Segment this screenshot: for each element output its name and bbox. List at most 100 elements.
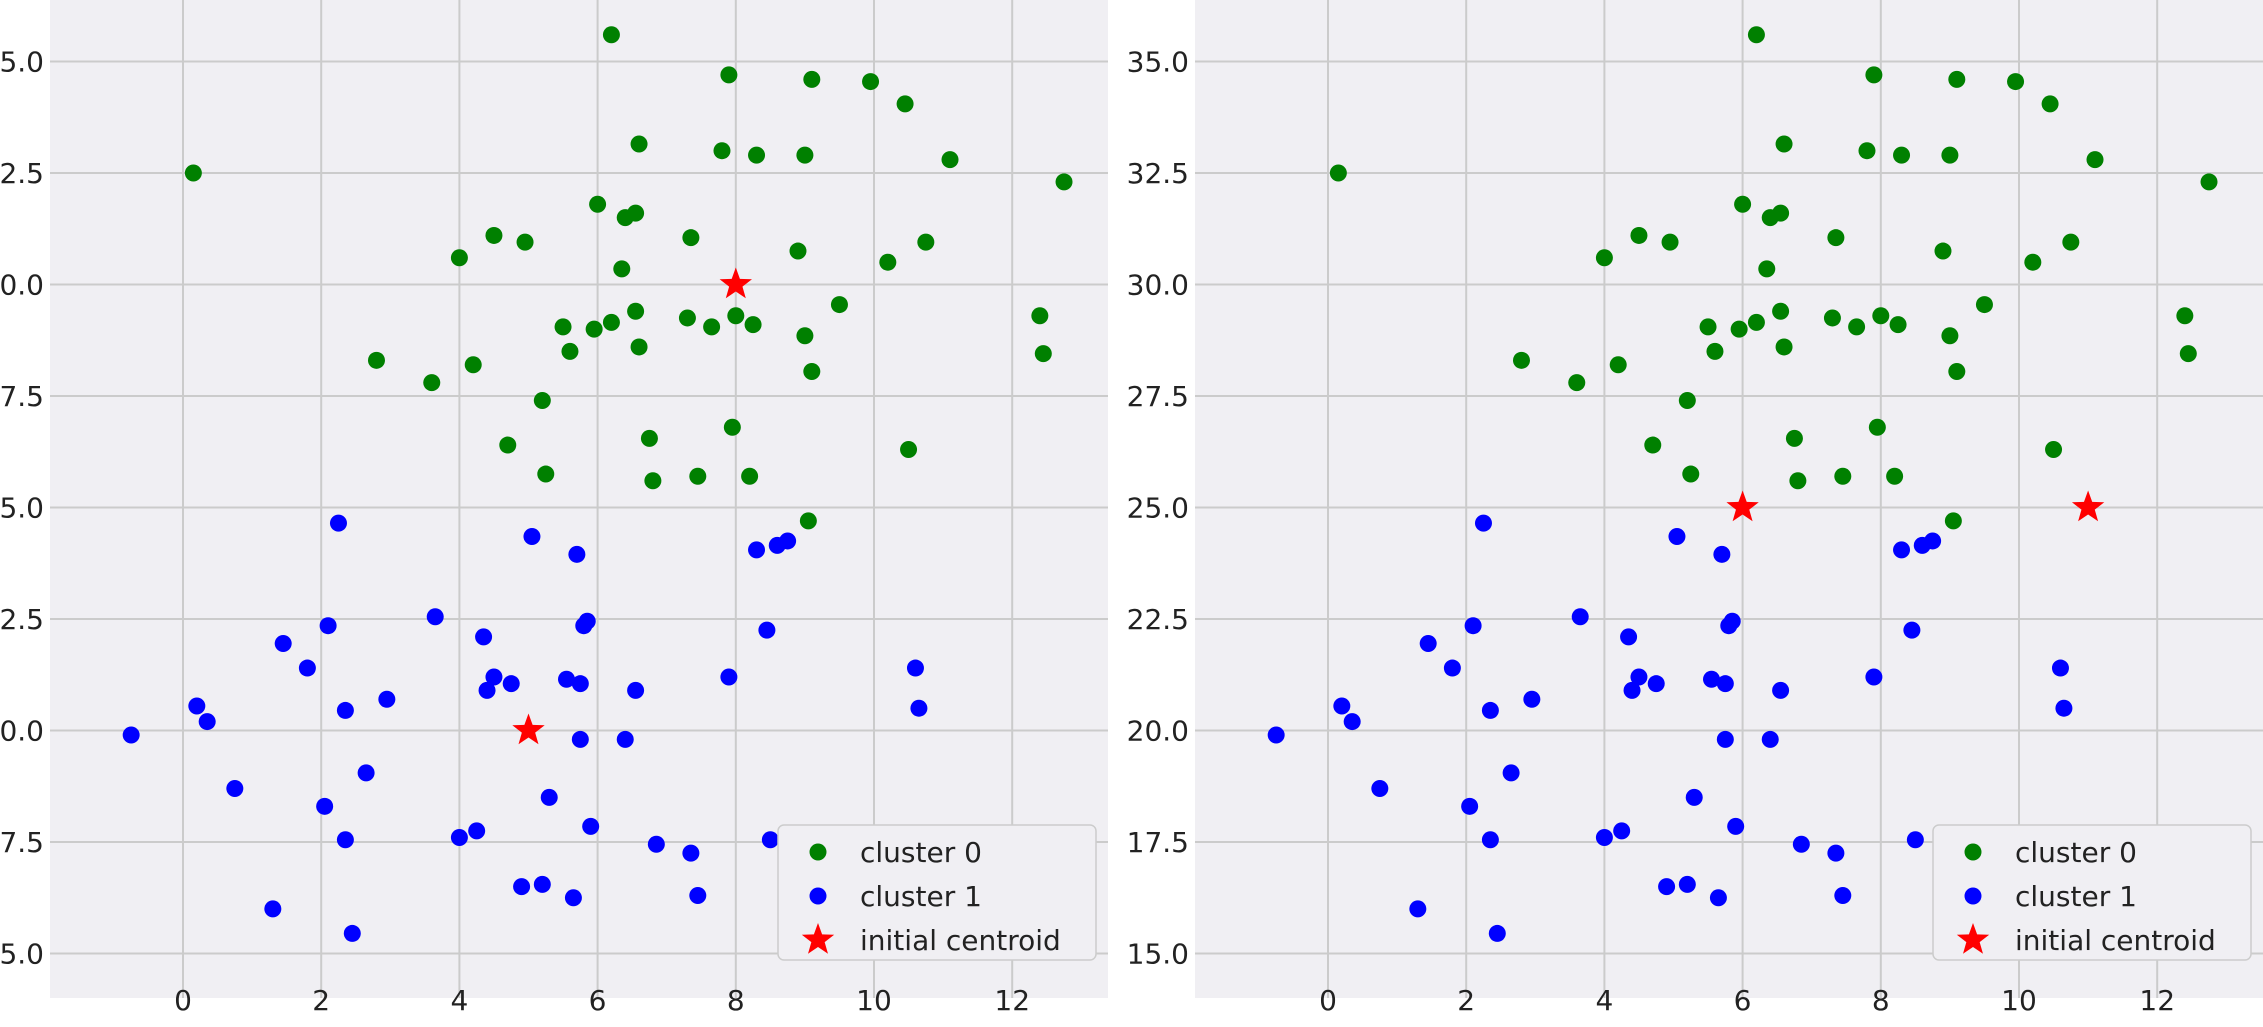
cluster-0-point	[900, 441, 918, 459]
cluster-0-point	[1775, 338, 1793, 356]
cluster-1-point	[1834, 887, 1852, 905]
cluster-0-point	[723, 418, 741, 436]
cluster-0-point	[720, 66, 738, 84]
cluster-1-point	[1703, 670, 1721, 688]
cluster-1-point	[582, 817, 600, 835]
cluster-0-point	[917, 233, 935, 251]
cluster-1-point	[502, 675, 520, 693]
y-tick-label: 27.5	[0, 380, 44, 413]
cluster-1-point	[450, 829, 468, 847]
x-tick-label: 4	[1595, 984, 1613, 1017]
cluster-1-point	[571, 675, 589, 693]
cluster-1-point	[558, 670, 576, 688]
cluster-1-point	[1343, 713, 1361, 731]
cluster-0-point	[803, 362, 821, 380]
cluster-0-point	[367, 351, 385, 369]
legend-label: initial centroid	[860, 924, 1061, 957]
cluster-1-point	[571, 730, 589, 748]
x-tick-label: 10	[856, 984, 892, 1017]
centroid-star-marker	[512, 713, 545, 745]
y-tick-label: 25.0	[0, 492, 44, 525]
cluster-1-point	[1464, 617, 1482, 635]
cluster-1-point	[1595, 829, 1613, 847]
cluster-0-point	[1734, 195, 1752, 213]
cluster-1-point	[426, 608, 444, 626]
x-tick-label: 10	[2001, 984, 2037, 1017]
cluster-1-point	[682, 844, 700, 862]
cluster-1-point	[627, 681, 645, 699]
cluster-0-point	[2041, 95, 2059, 113]
cluster-0-point	[678, 309, 696, 327]
cluster-0-point	[485, 226, 503, 244]
cluster-1-point	[1716, 675, 1734, 693]
cluster-0-point	[1609, 356, 1627, 374]
cluster-1-point	[689, 887, 707, 905]
cluster-1-point	[720, 668, 738, 686]
cluster-0-point	[2200, 173, 2218, 191]
cluster-0-point	[516, 233, 534, 251]
cluster-0-point	[941, 151, 959, 169]
cluster-0-point	[554, 318, 572, 336]
cluster-0-point	[1775, 135, 1793, 153]
cluster-1-point	[564, 889, 582, 907]
y-tick-label: 35.0	[0, 46, 44, 79]
cluster-0-point	[561, 342, 579, 360]
cluster-0-point	[1785, 429, 1803, 447]
cluster-1-point	[1409, 900, 1427, 918]
cluster-0-point	[1730, 320, 1748, 338]
cluster-1-point	[1620, 628, 1638, 646]
x-tick-label: 8	[1872, 984, 1890, 1017]
cluster-1-point	[1865, 668, 1883, 686]
cluster-1-point	[1827, 844, 1845, 862]
legend-label: cluster 1	[860, 880, 982, 913]
cluster-1-point	[758, 621, 776, 639]
cluster-1-point	[748, 541, 766, 559]
cluster-0-point	[713, 142, 731, 160]
cluster-1-point	[616, 730, 634, 748]
cluster-1-point	[910, 699, 928, 717]
cluster-0-point	[1948, 362, 1966, 380]
cluster-0-point	[1678, 391, 1696, 409]
cluster-0-point	[1827, 229, 1845, 247]
cluster-0-point	[1823, 309, 1841, 327]
cluster-0-point	[796, 327, 814, 345]
x-tick-label: 2	[1457, 984, 1475, 1017]
cluster-0-point	[602, 313, 620, 331]
cluster-1-point	[1630, 668, 1648, 686]
cluster-0-point	[1789, 472, 1807, 490]
cluster-1-point	[1481, 831, 1499, 849]
x-tick-label: 6	[1734, 984, 1752, 1017]
legend-label: initial centroid	[2015, 924, 2216, 957]
cluster-0-point	[585, 320, 603, 338]
x-tick-label: 4	[450, 984, 468, 1017]
cluster-1-point	[1419, 635, 1437, 653]
cluster-0-point	[796, 146, 814, 164]
y-tick-label: 35.0	[1127, 46, 1189, 79]
legend: cluster 0 cluster 1 initial centroid	[777, 824, 1097, 961]
cluster-1-point	[298, 659, 316, 677]
cluster-1-point	[779, 532, 797, 550]
cluster-1-point	[378, 690, 396, 708]
cluster-0-point	[1944, 512, 1962, 530]
cluster-1-point	[761, 831, 779, 849]
cluster-1-point	[1443, 659, 1461, 677]
legend-star-icon	[1956, 923, 1990, 954]
y-tick-label: 30.0	[0, 269, 44, 302]
cluster-1-point	[1523, 690, 1541, 708]
cluster-1-point	[478, 681, 496, 699]
cluster-1-point	[1678, 875, 1696, 893]
cluster-1-point	[1716, 730, 1734, 748]
cluster-1-point	[1668, 527, 1686, 545]
y-tick-label: 15.0	[1127, 938, 1189, 971]
cluster-0-point	[896, 95, 914, 113]
cluster-1-point	[485, 668, 503, 686]
cluster-0-point	[499, 436, 517, 454]
legend-box	[1932, 824, 2252, 961]
cluster-0-point	[741, 467, 759, 485]
cluster-0-point	[1834, 467, 1852, 485]
cluster-1-point	[1571, 608, 1589, 626]
cluster-0-point	[1034, 345, 1052, 363]
cluster-1-point	[343, 924, 361, 942]
x-tick-label: 0	[174, 984, 192, 1017]
cluster-0-point	[803, 70, 821, 88]
